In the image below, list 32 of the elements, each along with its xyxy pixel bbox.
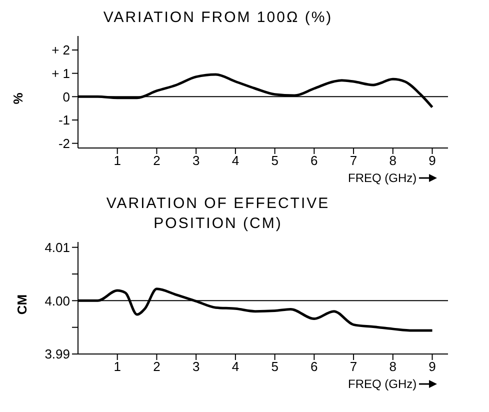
x-tick-label: 5 xyxy=(271,359,278,374)
x-tick-label: 9 xyxy=(428,153,436,168)
x-axis-title: FREQ (GHz) xyxy=(348,171,417,185)
y-tick-label: -2 xyxy=(58,136,70,151)
y-tick-label: 0 xyxy=(62,89,70,104)
y-tick-label: + 1 xyxy=(52,66,70,81)
y-tick-label: 3.99 xyxy=(44,346,70,362)
y-tick-label: 4.00 xyxy=(44,293,70,308)
y-axis-title: CM xyxy=(14,294,30,315)
y-tick-label: -1 xyxy=(58,112,70,128)
x-tick-label: 8 xyxy=(389,153,397,168)
x-tick-label: 3 xyxy=(192,153,200,168)
x-tick-label: 4 xyxy=(232,153,240,168)
x-tick-label: 1 xyxy=(114,153,121,168)
x-tick-label: 1 xyxy=(114,359,121,374)
y-axis-title: % xyxy=(10,92,26,104)
x-tick-label: 6 xyxy=(310,153,318,168)
y-tick-label: 4.01 xyxy=(44,240,70,255)
chart-title: VARIATION OF EFFECTIVE POSITION (CM) xyxy=(105,194,331,234)
x-tick-label: 3 xyxy=(192,359,200,374)
x-tick-label: 8 xyxy=(389,359,397,374)
chart-title: VARIATION FROM 100Ω (%) xyxy=(102,8,334,28)
x-tick-label: 4 xyxy=(232,359,240,374)
x-tick-label: 6 xyxy=(310,359,318,374)
x-tick-label: 7 xyxy=(350,153,358,168)
x-tick-label: 9 xyxy=(428,359,436,374)
y-tick-label: + 2 xyxy=(52,42,70,58)
x-tick-label: 5 xyxy=(271,153,278,168)
x-tick-label: 7 xyxy=(350,359,358,374)
x-tick-label: 2 xyxy=(153,359,160,374)
x-tick-label: 2 xyxy=(153,153,160,168)
x-axis-title: FREQ (GHz) xyxy=(348,377,417,391)
